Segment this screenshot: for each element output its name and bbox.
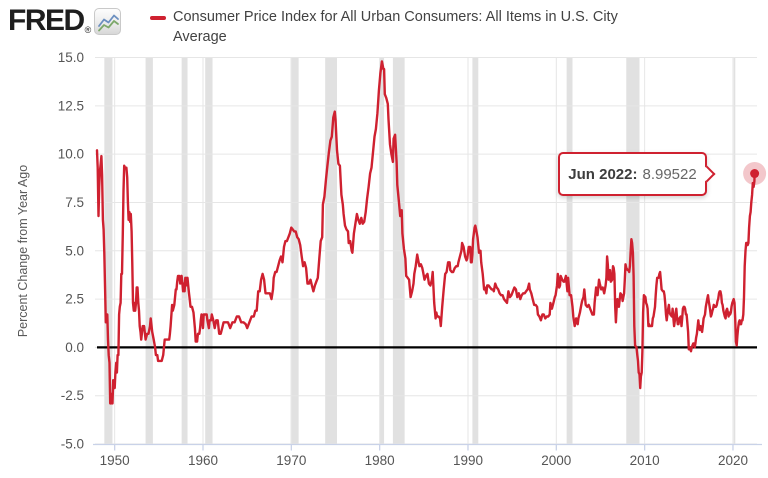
- legend-line-swatch: [150, 16, 166, 20]
- y-tick-label: 15.0: [58, 50, 84, 65]
- y-tick-label: 7.5: [65, 195, 84, 210]
- x-tick-label: 2010: [630, 453, 660, 468]
- x-tick-label: 1990: [453, 453, 483, 468]
- fred-sparkline-icon: [94, 8, 122, 35]
- y-tick-label: 0.0: [65, 340, 84, 355]
- y-tick-label: -5.0: [61, 437, 84, 452]
- y-tick-label: 12.5: [58, 98, 84, 113]
- fred-logo[interactable]: FRED ®: [8, 4, 122, 37]
- x-tick-label: 1980: [365, 453, 395, 468]
- x-tick-label: 1970: [276, 453, 306, 468]
- data-point-tooltip: Jun 2022: 8.99522: [558, 152, 716, 196]
- x-tick-label: 2000: [541, 453, 571, 468]
- end-point-dot[interactable]: [750, 169, 760, 179]
- y-tick-label: 2.5: [65, 292, 84, 307]
- x-tick-label: 1960: [188, 453, 218, 468]
- legend-series-label: Consumer Price Index for All Urban Consu…: [173, 9, 618, 45]
- tooltip-value: 8.99522: [642, 165, 697, 183]
- y-tick-label: 10.0: [58, 147, 84, 162]
- y-tick-label: -2.5: [61, 388, 84, 403]
- x-tick-label: 2020: [718, 453, 748, 468]
- fred-logo-text: FRED: [8, 4, 85, 37]
- cpi-data-line: [95, 60, 756, 405]
- tooltip-date: Jun 2022:: [568, 165, 638, 183]
- legend: Consumer Price Index for All Urban Consu…: [150, 8, 619, 47]
- registered-mark: ®: [84, 25, 92, 35]
- y-tick-label: 5.0: [65, 243, 84, 258]
- x-tick-label: 1950: [100, 453, 130, 468]
